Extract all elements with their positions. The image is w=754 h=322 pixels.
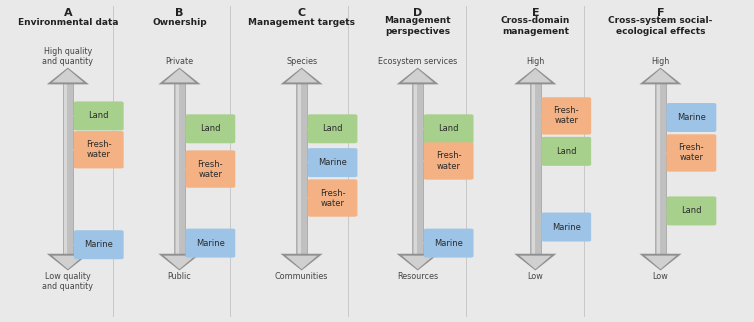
FancyBboxPatch shape bbox=[424, 142, 474, 180]
Polygon shape bbox=[520, 256, 551, 269]
Text: Marine: Marine bbox=[552, 223, 581, 232]
Text: Land: Land bbox=[438, 124, 459, 133]
Text: D: D bbox=[413, 8, 422, 18]
Polygon shape bbox=[397, 254, 439, 270]
Text: Private: Private bbox=[165, 57, 194, 66]
Text: Species: Species bbox=[286, 57, 317, 66]
Text: Land: Land bbox=[200, 124, 221, 133]
Text: B: B bbox=[175, 8, 184, 18]
Polygon shape bbox=[397, 68, 439, 84]
Text: Cross-domain
management: Cross-domain management bbox=[501, 16, 570, 35]
FancyBboxPatch shape bbox=[667, 196, 716, 225]
Text: Management
perspectives: Management perspectives bbox=[385, 16, 451, 35]
Polygon shape bbox=[286, 69, 317, 82]
Text: Ecosystem services: Ecosystem services bbox=[378, 57, 458, 66]
Text: Marine: Marine bbox=[677, 113, 706, 122]
Bar bbox=[63, 83, 73, 255]
Polygon shape bbox=[520, 69, 551, 82]
Polygon shape bbox=[164, 256, 195, 269]
Text: Low: Low bbox=[528, 272, 543, 281]
FancyBboxPatch shape bbox=[541, 213, 591, 242]
Polygon shape bbox=[402, 69, 434, 82]
FancyBboxPatch shape bbox=[667, 134, 716, 172]
Text: Fresh-
water: Fresh- water bbox=[320, 188, 345, 208]
Polygon shape bbox=[645, 69, 676, 82]
Text: Fresh-
water: Fresh- water bbox=[679, 143, 704, 163]
Polygon shape bbox=[286, 256, 317, 269]
Bar bbox=[412, 83, 423, 255]
Text: Marine: Marine bbox=[84, 240, 113, 249]
Text: Land: Land bbox=[556, 147, 577, 156]
Bar bbox=[176, 83, 179, 255]
FancyBboxPatch shape bbox=[308, 114, 357, 143]
Polygon shape bbox=[514, 254, 556, 270]
Text: Low quality
and quantity: Low quality and quantity bbox=[42, 272, 93, 291]
Text: Land: Land bbox=[322, 124, 343, 133]
Polygon shape bbox=[645, 256, 676, 269]
Text: Fresh-
water: Fresh- water bbox=[198, 159, 223, 179]
Polygon shape bbox=[158, 68, 201, 84]
Bar bbox=[64, 83, 67, 255]
Text: C: C bbox=[298, 8, 305, 18]
Text: Marine: Marine bbox=[196, 239, 225, 248]
Bar bbox=[532, 83, 535, 255]
FancyBboxPatch shape bbox=[185, 150, 235, 188]
Polygon shape bbox=[639, 254, 682, 270]
Polygon shape bbox=[164, 69, 195, 82]
Bar bbox=[530, 83, 541, 255]
Polygon shape bbox=[514, 68, 556, 84]
Polygon shape bbox=[402, 256, 434, 269]
FancyBboxPatch shape bbox=[424, 229, 474, 258]
Polygon shape bbox=[280, 254, 323, 270]
Text: Ownership: Ownership bbox=[152, 18, 207, 27]
FancyBboxPatch shape bbox=[74, 101, 124, 130]
Text: Resources: Resources bbox=[397, 272, 438, 281]
Text: Public: Public bbox=[167, 272, 192, 281]
Text: Fresh-
water: Fresh- water bbox=[436, 151, 461, 171]
Text: E: E bbox=[532, 8, 539, 18]
Polygon shape bbox=[47, 68, 89, 84]
Text: Cross-system social-
ecological effects: Cross-system social- ecological effects bbox=[608, 16, 713, 35]
Text: Communities: Communities bbox=[275, 272, 328, 281]
Text: Marine: Marine bbox=[318, 158, 347, 167]
Bar bbox=[298, 83, 301, 255]
Text: Management targets: Management targets bbox=[248, 18, 355, 27]
Text: Land: Land bbox=[681, 206, 702, 215]
Text: F: F bbox=[657, 8, 664, 18]
FancyBboxPatch shape bbox=[185, 114, 235, 143]
FancyBboxPatch shape bbox=[308, 148, 357, 177]
FancyBboxPatch shape bbox=[74, 230, 124, 259]
Polygon shape bbox=[158, 254, 201, 270]
Text: A: A bbox=[63, 8, 72, 18]
Text: High quality
and quantity: High quality and quantity bbox=[42, 47, 93, 66]
FancyBboxPatch shape bbox=[541, 137, 591, 166]
Bar bbox=[414, 83, 417, 255]
Text: Land: Land bbox=[88, 111, 109, 120]
FancyBboxPatch shape bbox=[308, 179, 357, 217]
Text: Marine: Marine bbox=[434, 239, 463, 248]
Polygon shape bbox=[52, 69, 84, 82]
Bar bbox=[657, 83, 660, 255]
Text: Environmental data: Environmental data bbox=[17, 18, 118, 27]
FancyBboxPatch shape bbox=[74, 131, 124, 168]
Bar bbox=[174, 83, 185, 255]
Bar bbox=[296, 83, 307, 255]
Text: High: High bbox=[651, 57, 670, 66]
Text: High: High bbox=[526, 57, 544, 66]
FancyBboxPatch shape bbox=[541, 97, 591, 135]
Text: Fresh-
water: Fresh- water bbox=[553, 106, 579, 126]
Bar bbox=[655, 83, 666, 255]
Text: Low: Low bbox=[653, 272, 668, 281]
FancyBboxPatch shape bbox=[185, 229, 235, 258]
Polygon shape bbox=[52, 256, 84, 269]
Polygon shape bbox=[639, 68, 682, 84]
FancyBboxPatch shape bbox=[667, 103, 716, 132]
FancyBboxPatch shape bbox=[424, 114, 474, 143]
Polygon shape bbox=[47, 254, 89, 270]
Text: Fresh-
water: Fresh- water bbox=[86, 140, 112, 159]
Polygon shape bbox=[280, 68, 323, 84]
